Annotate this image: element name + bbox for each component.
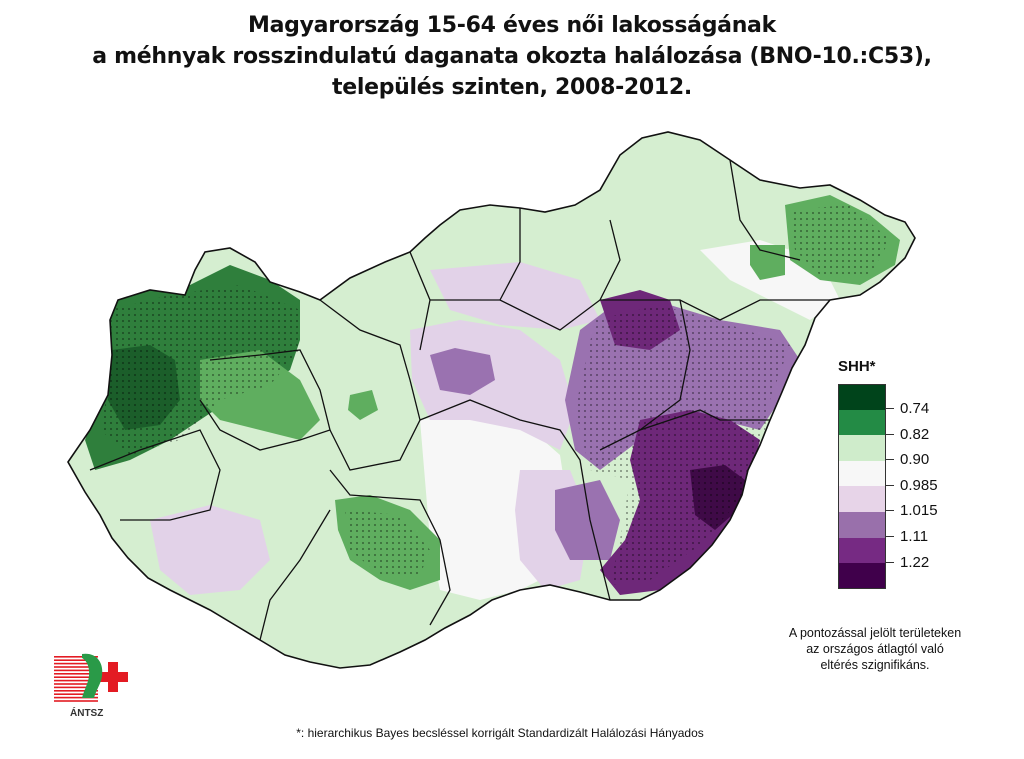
significance-dots-northwest: [100, 285, 300, 455]
legend-swatch: [838, 460, 886, 487]
legend-swatch: [838, 435, 886, 461]
mid-green-zone-fejer: [348, 390, 378, 420]
significance-note-line-3: eltérés szignifikáns.: [820, 658, 930, 672]
legend-swatch: [838, 511, 886, 538]
title-line-2: a méhnyak rosszindulatú daganata okozta …: [92, 44, 932, 69]
legend-row: 1.015: [838, 486, 988, 519]
title-line-3: település szinten, 2008-2012.: [332, 75, 692, 100]
legend-tick: [886, 484, 894, 486]
legend-swatch: [838, 486, 886, 512]
legend-swatch: [838, 409, 886, 436]
logo-stripe: [54, 679, 98, 682]
logo-text: ÁNTSZ: [70, 708, 104, 719]
significance-note-line-2: az országos átlagtól való: [806, 642, 944, 656]
legend-tick-label: 1.22: [900, 553, 930, 571]
legend-swatch: [838, 563, 886, 589]
legend-row: 1.22: [838, 537, 988, 571]
antsz-logo: [54, 653, 128, 702]
legend-tick: [886, 561, 894, 563]
significance-dots-baranya: [345, 510, 430, 575]
logo-stripe: [54, 662, 98, 665]
logo-stripe: [54, 673, 98, 675]
logo-stripe: [54, 666, 98, 668]
significance-note-line-1: A pontozással jelölt területeken: [788, 626, 962, 640]
logo-stripe: [54, 686, 98, 689]
logo-stripe: [54, 659, 98, 661]
legend-row: 0.90: [838, 435, 988, 468]
legend-title: SHH*: [838, 358, 876, 375]
legend-row: 1.35: [838, 563, 988, 589]
title-line-1: Magyarország 15-64 éves női lakosságának: [248, 13, 776, 38]
logo-stripe: [54, 676, 98, 678]
mid-purple-zone-pest: [430, 348, 495, 395]
legend-tick: [886, 510, 894, 512]
legend-tick: [886, 408, 894, 409]
legend: 0.74 0.82 0.90 0.985 1.015 1.11 1.221.35: [838, 384, 988, 589]
significance-dots-east: [575, 305, 790, 585]
legend-tick: [886, 459, 894, 461]
logo-stripe: [54, 700, 98, 702]
footnote: *: hierarchikus Bayes becsléssel korrigá…: [296, 726, 704, 740]
legend-tick: [886, 433, 894, 435]
logo-stripe: [54, 656, 98, 658]
legend-swatch: [838, 537, 886, 564]
logo-cross-horizontal: [98, 672, 128, 682]
logo-stripe: [54, 683, 98, 685]
map-title: Magyarország 15-64 éves női lakosságának…: [0, 10, 1024, 103]
mid-purple-zone-south: [555, 480, 620, 560]
legend-swatch: [838, 384, 886, 410]
county-boundaries: [67, 131, 916, 669]
legend-tick-label: 0.985: [900, 476, 938, 494]
legend-tick-label: 1.11: [900, 527, 929, 545]
legend-row: 0.985: [838, 460, 988, 494]
significance-dots-northeast: [790, 205, 890, 275]
legend-tick: [886, 535, 894, 537]
legend-row: 0.82: [838, 409, 988, 443]
legend-row: 0.74: [838, 384, 988, 417]
legend-tick-label: 0.90: [900, 451, 930, 469]
logo-stripe: [54, 696, 98, 699]
logo-stripe: [54, 669, 98, 672]
legend-row: 1.11: [838, 511, 988, 545]
legend-tick-label: 1.015: [900, 502, 938, 520]
light-purple-zone-southwest: [150, 505, 270, 595]
legend-tick-label: 0.74: [900, 400, 930, 417]
logo-stripe: [54, 693, 98, 695]
significance-note: A pontozással jelölt területeken az orsz…: [770, 625, 980, 673]
legend-tick-label: 0.82: [900, 425, 930, 443]
light-purple-zone-north: [430, 262, 600, 330]
logo-stripe: [54, 690, 98, 692]
logo-head-green: [82, 653, 103, 698]
